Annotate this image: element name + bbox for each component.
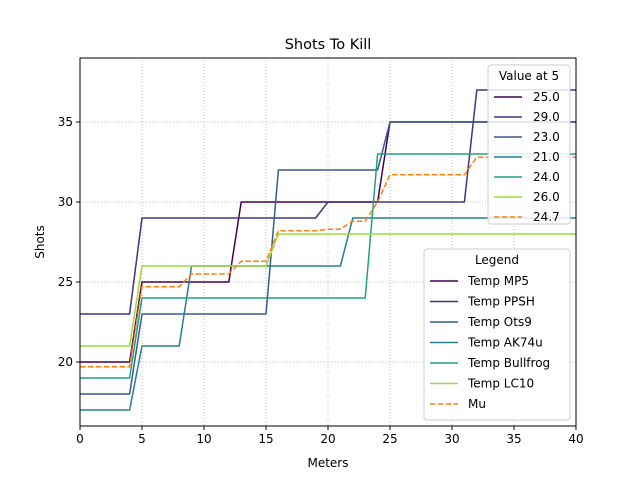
y-tick-label: 20	[58, 355, 73, 369]
series-line-temp-bullfrog	[80, 153, 576, 379]
y-tick-label: 25	[58, 275, 73, 289]
x-tick-label: 5	[138, 432, 146, 446]
series-legend-label: Temp AK74u	[467, 336, 543, 350]
x-tick-label: 30	[444, 432, 459, 446]
x-tick-label: 15	[258, 432, 273, 446]
x-tick-label: 25	[382, 432, 397, 446]
series-legend-entries: Temp MP5 Temp PPSH Temp Ots9 Temp AK74u Temp…	[430, 274, 550, 411]
value-legend-box	[487, 64, 571, 225]
series-legend-label: Temp Ots9	[467, 315, 532, 329]
x-tick-label: 40	[568, 432, 583, 446]
series-legend-label: Mu	[468, 397, 486, 411]
x-tick-label: 0	[76, 432, 84, 446]
series-legend: Legend Temp MP5 Temp PPSH Temp Ots9 Temp AK…	[423, 248, 571, 421]
series-legend-label: Temp MP5	[467, 274, 529, 288]
value-legend-entries: 25.0 29.0 23.0 21.0 24.0 26.0 24.7	[494, 90, 560, 224]
y-axis: 20 25 30 35	[58, 115, 80, 369]
value-legend-label: 25.0	[533, 90, 560, 104]
series-line-temp-lc10	[80, 233, 576, 347]
x-tick-label: 10	[196, 432, 211, 446]
series-legend-label: Temp LC10	[467, 377, 534, 391]
value-legend-label: 23.0	[533, 130, 560, 144]
value-legend: Value at 5 25.0 29.0 23.0 21.0 24.0 26.0 24.7	[487, 64, 571, 225]
value-legend-title: Value at 5	[499, 69, 559, 83]
value-legend-label: 24.0	[533, 170, 560, 184]
series-legend-title: Legend	[475, 253, 519, 267]
series-line-mu	[80, 156, 576, 368]
value-legend-label: 21.0	[533, 150, 560, 164]
series-line-temp-ots9	[80, 121, 576, 395]
series-legend-box	[423, 248, 571, 421]
x-axis: 0 5 10 15 20 25 30 35 40	[76, 426, 584, 446]
y-axis-label: Shots	[33, 225, 47, 259]
x-axis-label: Meters	[307, 456, 348, 470]
value-legend-label: 26.0	[533, 190, 560, 204]
y-tick-label: 35	[58, 115, 73, 129]
value-legend-label: 24.7	[533, 210, 560, 224]
x-tick-label: 20	[320, 432, 335, 446]
series-lines	[80, 89, 576, 411]
x-tick-label: 35	[506, 432, 521, 446]
series-line-temp-ppsh	[80, 89, 576, 315]
series-legend-label: Temp Bullfrog	[467, 356, 550, 370]
chart-title: Shots To Kill	[285, 37, 372, 53]
value-legend-label: 29.0	[533, 110, 560, 124]
y-tick-label: 30	[58, 195, 73, 209]
series-line-temp-ak74u	[80, 217, 576, 411]
series-legend-label: Temp PPSH	[467, 295, 535, 309]
